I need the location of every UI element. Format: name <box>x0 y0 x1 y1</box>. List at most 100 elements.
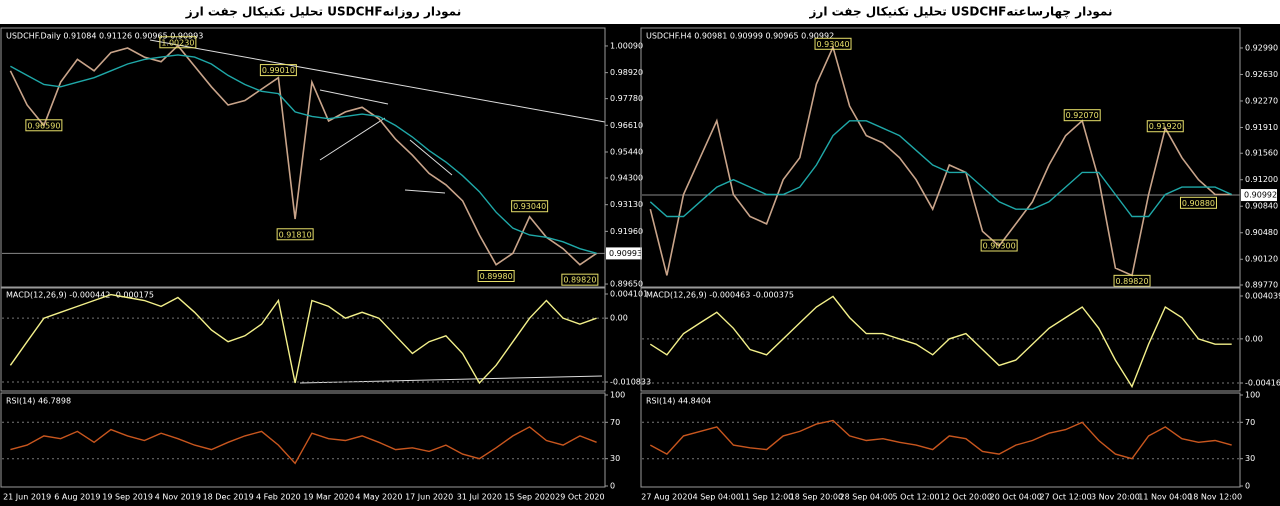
x-tick-label: 17 Jun 2020 <box>405 493 453 502</box>
x-tick-label: 15 Sep 2020 <box>504 493 555 502</box>
x-tick-label: 18 Sep 20:00 <box>790 493 843 502</box>
right-panel-bg <box>640 24 1280 506</box>
last-price-box <box>606 247 642 260</box>
x-tick-label: 3 Nov 20:00 <box>1091 493 1140 502</box>
left-panel-bg <box>0 24 640 506</box>
chart-title: تحلیل تکنیکال جفت ارز USDCHFنمودار چهارس… <box>809 5 1113 20</box>
trend-line <box>319 117 386 161</box>
y-tick-label: 0 <box>1245 482 1250 491</box>
y-tick-label: 100 <box>610 391 625 400</box>
annotation-box <box>259 64 297 77</box>
y-tick-label: 0.97780 <box>610 94 643 103</box>
y-tick-label: 0.95440 <box>610 148 643 157</box>
y-tick-label: 70 <box>1245 418 1255 427</box>
trend-lines <box>149 39 606 384</box>
chart-title: تحلیل تکنیکال جفت ارز USDCHFنمودار روزان… <box>185 5 461 20</box>
y-tick-label: 0.004039 <box>1245 292 1280 301</box>
plot-frame <box>0 27 606 289</box>
annotation-label: 0.96590 <box>27 121 60 130</box>
annotation-label: 0.89820 <box>563 276 596 285</box>
plot-frame <box>0 392 606 488</box>
x-tick-label: 19 Mar 2020 <box>303 493 354 502</box>
chart-subtitle: MACD(12,26,9) -0.000442 -0.000175 <box>6 291 154 300</box>
trend-line <box>404 189 446 194</box>
x-tick-label: 27 Aug 2020 <box>641 493 692 502</box>
y-tick-label: -0.00416 <box>1245 378 1280 387</box>
trend-line <box>319 89 389 105</box>
annotation-label: 0.90880 <box>1182 199 1215 208</box>
x-tick-label: 4 May 2020 <box>355 493 402 502</box>
series-line <box>9 44 598 266</box>
annotation-label: 0.91920 <box>1149 122 1182 131</box>
x-tick-label: 12 Oct 20:00 <box>940 493 992 502</box>
annotation-box <box>25 119 63 132</box>
y-tick-label: 0.91200 <box>1245 175 1278 184</box>
trend-line <box>149 39 606 123</box>
y-tick-label: 30 <box>610 454 620 463</box>
y-tick-label: 0 <box>610 482 615 491</box>
last-price-label: 0.90993 <box>609 249 642 258</box>
y-tick-label: 0.98920 <box>610 68 643 77</box>
y-tick-label: 0.93130 <box>610 200 643 209</box>
y-tick-label: 70 <box>610 418 620 427</box>
annotation-box <box>814 37 852 50</box>
annotation-box <box>980 239 1018 252</box>
y-tick-label: 1.00090 <box>610 41 643 50</box>
series-line <box>10 426 597 465</box>
y-tick-label: 0.96610 <box>610 121 643 130</box>
x-tick-label: 29 Oct 2020 <box>555 493 604 502</box>
x-tick-label: 18 Nov 12:00 <box>1188 493 1242 502</box>
x-tick-label: 18 Dec 2019 <box>203 493 254 502</box>
annotation-box <box>159 36 197 49</box>
y-tick-label: 0.91560 <box>1245 149 1278 158</box>
annotation-label: 0.92070 <box>1066 111 1099 120</box>
y-tick-label: 0.90480 <box>1245 228 1278 237</box>
last-price-box <box>1241 189 1277 202</box>
x-tick-label: 4 Feb 2020 <box>256 493 301 502</box>
x-tick-label: 19 Sep 2019 <box>102 493 153 502</box>
annotation-box <box>1179 196 1217 209</box>
series-line <box>649 120 1232 218</box>
x-tick-label: 28 Sep 04:00 <box>840 493 893 502</box>
series-line <box>9 293 597 385</box>
y-tick-label: 30 <box>1245 454 1255 463</box>
y-tick-label: 0.00 <box>610 314 628 323</box>
plot-frame <box>640 27 1241 289</box>
series-line <box>649 44 1232 277</box>
x-tick-label: 11 Sep 12:00 <box>740 493 793 502</box>
y-tick-label: 0.94300 <box>610 173 643 182</box>
trend-line <box>299 375 603 384</box>
trend-line <box>409 139 453 176</box>
y-tick-label: 0.92630 <box>1245 70 1278 79</box>
annotation-box <box>511 200 549 213</box>
plot-frame <box>0 286 606 392</box>
annotation-label: 0.99010 <box>262 66 295 75</box>
annotation-box <box>561 273 599 286</box>
chart-subtitle: RSI(14) 44.8404 <box>646 397 711 406</box>
y-tick-label: 0.004101 <box>610 290 648 299</box>
chart-subtitle: MACD(12,26,9) -0.000463 -0.000375 <box>646 291 794 300</box>
y-tick-label: 0.92270 <box>1245 96 1278 105</box>
x-tick-label: 4 Nov 2019 <box>155 493 201 502</box>
annotation-label: 0.91810 <box>279 230 312 239</box>
annotation-box <box>477 270 515 283</box>
annotation-label: 0.90300 <box>983 241 1016 250</box>
y-tick-label: 0.89770 <box>1245 281 1278 290</box>
y-tick-label: 0.91910 <box>1245 123 1278 132</box>
y-tick-label: 100 <box>1245 391 1260 400</box>
x-tick-label: 27 Oct 12:00 <box>1040 493 1092 502</box>
y-tick-label: 0.90840 <box>1245 202 1278 211</box>
series-line <box>649 295 1232 389</box>
x-tick-label: 5 Oct 12:00 <box>893 493 940 502</box>
x-tick-label: 4 Sep 04:00 <box>693 493 741 502</box>
plot-frame <box>640 392 1241 488</box>
series-line <box>10 54 597 254</box>
x-tick-label: 21 Jun 2019 <box>3 493 51 502</box>
annotation-label: 0.93040 <box>816 40 849 49</box>
x-tick-label: 20 Oct 04:00 <box>990 493 1042 502</box>
y-tick-label: -0.010833 <box>610 378 651 387</box>
series-line <box>649 419 1232 460</box>
annotation-label: 0.89980 <box>480 272 513 281</box>
annotation-box <box>1146 120 1184 133</box>
